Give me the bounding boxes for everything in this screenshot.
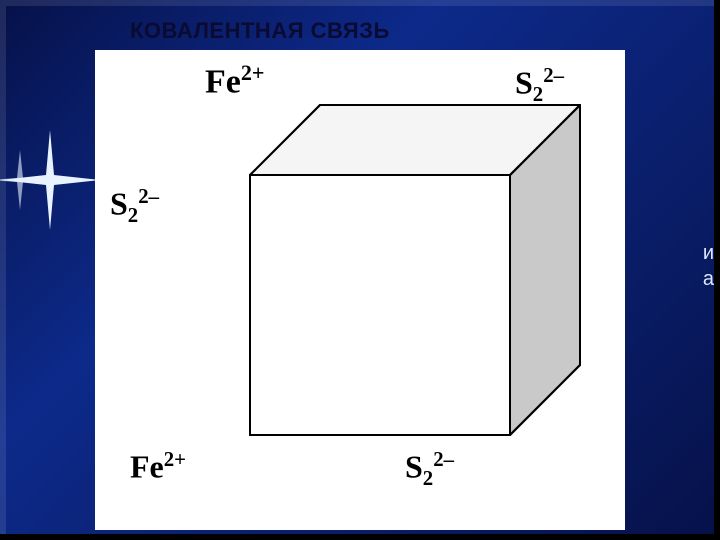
- label-s-bottom: S22–: [405, 448, 454, 491]
- label-fe-top: Fe2+: [205, 60, 265, 101]
- cube-svg: [95, 50, 625, 510]
- slide-root: КОВАЛЕНТНАЯ СВЯЗЬ и а Fe2+ S22– S22– Fe2+ S2…: [0, 0, 720, 540]
- occluded-body-text: и а: [703, 240, 714, 292]
- label-fe-bottom: Fe2+: [130, 448, 186, 486]
- slide-title: КОВАЛЕНТНАЯ СВЯЗЬ: [130, 18, 390, 44]
- diagram-panel: Fe2+ S22– S22– Fe2+ S22–: [95, 50, 625, 530]
- sparkle-decoration: [0, 120, 110, 240]
- occluded-line-1: и: [703, 242, 714, 264]
- occluded-line-2: а: [703, 268, 714, 290]
- label-s-left: S22–: [110, 185, 159, 228]
- label-s-top: S22–: [515, 64, 564, 107]
- cube-face-front: [250, 175, 510, 435]
